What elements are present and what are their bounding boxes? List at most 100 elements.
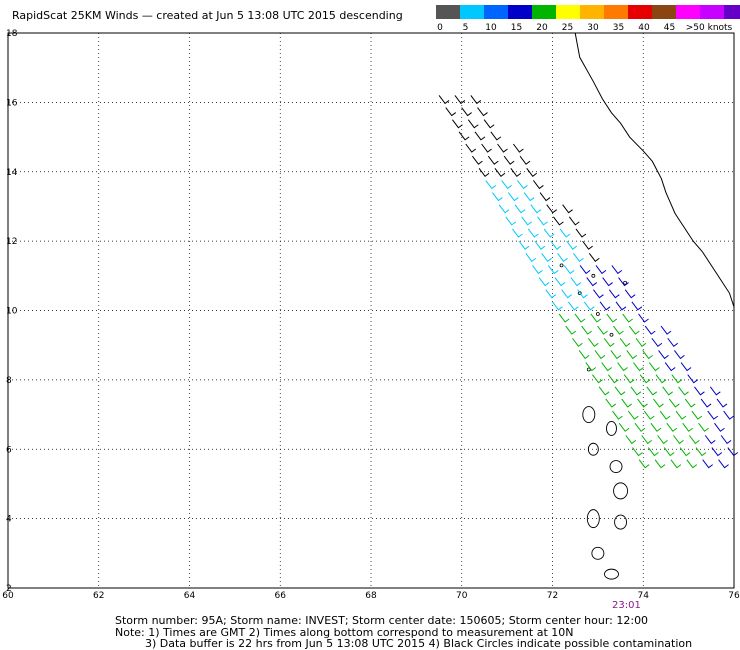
wind-barb [675,410,687,420]
wind-barb [452,119,463,129]
wind-barb [611,265,623,275]
wind-barb [530,204,542,214]
wind-barb [630,386,642,396]
wind-barb [568,216,580,226]
wind-barb [682,422,693,432]
wind-barb [543,228,555,238]
wind-barb [558,313,570,323]
wind-barb [550,240,562,250]
wind-barb [702,459,713,469]
atoll [604,568,619,580]
legend-label: 25 [561,23,574,33]
wind-barb [445,107,457,117]
wind-barb [648,362,660,372]
wind-barb [698,422,709,432]
wind-barb [575,228,587,238]
atoll [586,509,600,529]
wind-barb [714,422,725,432]
wind-barb [704,435,716,445]
wind-barb [461,107,472,117]
atoll [609,460,623,474]
wind-barb [603,337,615,347]
wind-barb [590,313,602,323]
wind-barb [637,398,648,408]
wind-barb [654,459,666,469]
wind-barb [679,447,691,457]
wind-barb [622,313,633,323]
wind-barb [594,350,606,360]
legend-label: 45 [663,23,676,33]
wind-barb [494,167,506,177]
y-tick-label: 8 [6,376,12,386]
wind-barb [477,107,488,117]
wind-barb [601,362,612,372]
wind-barb [664,362,676,372]
wind-barb [593,289,604,299]
wind-barb [643,410,655,420]
wind-barb [613,325,624,335]
wind-barb [537,216,548,226]
wind-barb [561,289,572,299]
wind-barb [663,447,675,457]
wind-barb [472,155,483,165]
wind-barb [723,410,734,420]
atoll [606,420,617,436]
wind-barb [618,422,630,432]
atoll [591,546,605,560]
wind-barb [485,180,497,190]
wind-barb [458,131,470,141]
y-tick-label: 12 [6,237,17,247]
wind-barb [659,410,671,420]
wind-barb [563,265,575,275]
wind-barb [465,143,477,153]
wind-barb [525,252,537,262]
island [577,291,582,296]
wind-barb [572,337,583,347]
wind-barb [547,265,559,275]
wind-barb [658,350,669,360]
wind-barb [470,95,482,105]
wind-barb [538,277,550,287]
wind-barb [641,435,653,445]
legend-label: 20 [536,23,548,33]
wind-barb [481,143,492,153]
wind-barb [619,337,631,347]
wind-barb [541,252,552,262]
wind-barb [707,410,719,420]
wind-barb [621,398,632,408]
atoll [587,442,599,456]
y-tick-label: 4 [6,515,12,525]
wind-barb [700,398,712,408]
island [595,312,600,316]
time-marker: 23:01 [612,600,641,611]
wind-barb [635,337,647,347]
wind-barb [503,155,515,165]
wind-barb [651,337,663,347]
wind-barb [646,386,658,396]
wind-barb [574,313,586,323]
wind-barb [671,374,683,384]
legend-swatch [724,5,740,19]
legend-swatch [628,5,652,19]
x-tick-label: 68 [365,591,377,601]
wind-barb [577,289,588,299]
wind-barb [523,192,535,202]
wind-barb [628,325,640,335]
wind-barb [627,410,639,420]
wind-barb [655,374,667,384]
wind-barb [638,313,649,323]
wind-barb [673,435,684,445]
wind-barb [539,192,551,202]
wind-barb [718,459,729,469]
island [586,367,591,372]
legend-swatch [556,5,580,19]
wind-barb [612,410,623,420]
wind-barb [487,155,499,165]
wind-barb [653,398,664,408]
map-title: RapidScat 25KM Winds — created at Jun 5 … [12,9,403,22]
wind-barb [566,240,578,250]
wind-barb [687,374,699,384]
wind-barb [727,447,739,457]
wind-barb [557,252,568,262]
wind-barb [695,447,707,457]
